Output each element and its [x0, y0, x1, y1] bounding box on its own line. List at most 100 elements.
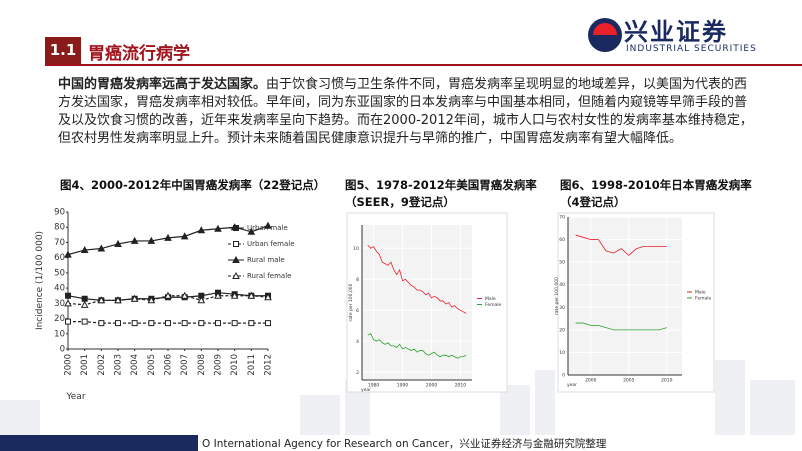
marker: [65, 292, 71, 299]
legend-label: Male: [485, 296, 496, 302]
legend-marker: [232, 255, 240, 263]
y-tick-label: 2: [356, 370, 359, 376]
marker: [114, 296, 122, 304]
y-tick-label: 80: [54, 223, 65, 233]
footer-source: O International Agency for Research on C…: [202, 438, 607, 450]
x-tick-label: 2010: [661, 378, 673, 384]
y-tick-label: 20: [559, 327, 565, 333]
y-tick-label: 8: [356, 277, 359, 283]
legend-label: Rural male: [247, 256, 285, 264]
marker: [130, 236, 139, 244]
series-line: [575, 234, 667, 256]
y-tick-label: 60: [559, 237, 565, 243]
footer-bar: [0, 435, 198, 451]
y-tick-label: 0: [60, 345, 65, 355]
marker: [247, 227, 256, 235]
section-title: 胃癌流行病学: [88, 44, 190, 64]
y-tick-label: 70: [54, 238, 65, 248]
marker: [265, 320, 271, 327]
marker: [247, 291, 256, 299]
series-line: [575, 322, 667, 331]
y-axis-label: Incidence (1/100 000): [35, 231, 45, 330]
marker: [180, 291, 189, 299]
x-tick-label: 2002: [97, 354, 107, 376]
marker: [147, 296, 156, 304]
plot-background: [362, 225, 472, 380]
marker: [214, 291, 222, 299]
x-tick-label: 1980: [368, 383, 380, 389]
body-text: 由于饮食习惯与卫生条件不同，胃癌发病率呈现明显的地域差异，以美国为代表的西方发达…: [58, 77, 753, 146]
y-axis-label: rate per 100,000: [348, 283, 354, 321]
y-tick-label: 90: [54, 208, 65, 218]
marker: [148, 320, 155, 327]
marker: [80, 300, 89, 308]
y-tick-label: 40: [54, 284, 65, 294]
x-tick-label: 2003: [114, 354, 124, 376]
x-tick-label: 2000: [426, 383, 438, 389]
marker: [248, 320, 255, 327]
y-tick-label: 0: [562, 373, 565, 379]
x-tick-label: 2004: [130, 354, 140, 376]
marker: [147, 236, 156, 244]
y-tick-label: 10: [353, 246, 359, 252]
marker: [115, 320, 121, 327]
marker: [64, 250, 72, 258]
marker: [181, 320, 188, 327]
y-tick-label: 30: [54, 299, 65, 309]
x-tick-label: 1990: [397, 383, 409, 389]
x-tick-label: 2000: [64, 354, 74, 376]
legend-label: Urban female: [247, 240, 295, 248]
x-axis-label: Year: [65, 392, 85, 402]
logo-subtext: INDUSTRIAL SECURITIES: [626, 44, 757, 54]
header-rule: [45, 64, 802, 66]
x-tick-label: 2000: [585, 378, 597, 384]
marker: [264, 293, 272, 301]
marker: [264, 221, 272, 229]
marker: [230, 223, 239, 231]
section-number: 1.1: [45, 37, 81, 64]
legend-label: Female: [695, 296, 712, 302]
x-tick-label: 2010: [230, 354, 240, 376]
marker: [197, 296, 206, 304]
x-tick-label: 2001: [80, 354, 90, 376]
x-tick-label: 2005: [147, 354, 157, 376]
x-tick-label: 2006: [164, 354, 174, 376]
marker: [65, 318, 71, 325]
plot-background: [568, 217, 682, 375]
y-tick-label: 70: [559, 215, 565, 221]
lead-text: 中国的胃癌发病率远高于发达国家。: [58, 77, 267, 92]
marker: [114, 239, 122, 247]
marker: [214, 224, 222, 232]
marker: [230, 291, 239, 299]
y-tick-label: 30: [559, 305, 565, 311]
x-tick-label: 2007: [180, 354, 190, 376]
marker: [165, 320, 171, 327]
chart-title: 图6、1998-2010年日本胃癌发病率（4登记点）: [560, 178, 752, 209]
legend-marker: [233, 241, 239, 247]
marker: [215, 320, 221, 327]
chart-title: 图5、1978-2012年美国胃癌发病率（SEER，9登记点）: [345, 178, 537, 209]
marker: [130, 294, 139, 302]
y-tick-label: 50: [54, 268, 65, 278]
marker: [231, 320, 238, 327]
marker: [197, 226, 206, 234]
marker: [97, 296, 106, 304]
y-tick-label: 20: [54, 314, 65, 324]
x-tick-label: 2012: [264, 354, 274, 376]
y-tick-label: 60: [54, 253, 65, 263]
y-tick-label: 10: [54, 329, 65, 339]
marker: [80, 246, 89, 254]
marker: [198, 320, 205, 327]
marker: [164, 291, 172, 299]
footer: [0, 435, 802, 451]
x-tick-label: 2010: [455, 383, 467, 389]
x-tick-label: 2005: [623, 378, 635, 384]
legend-label: Female: [485, 302, 502, 308]
legend-label: Rural female: [247, 272, 291, 280]
marker: [81, 295, 88, 302]
logo-icon-part: [593, 23, 617, 35]
legend-label: Male: [695, 290, 706, 296]
y-axis-label: rate per 100,000: [554, 277, 560, 315]
